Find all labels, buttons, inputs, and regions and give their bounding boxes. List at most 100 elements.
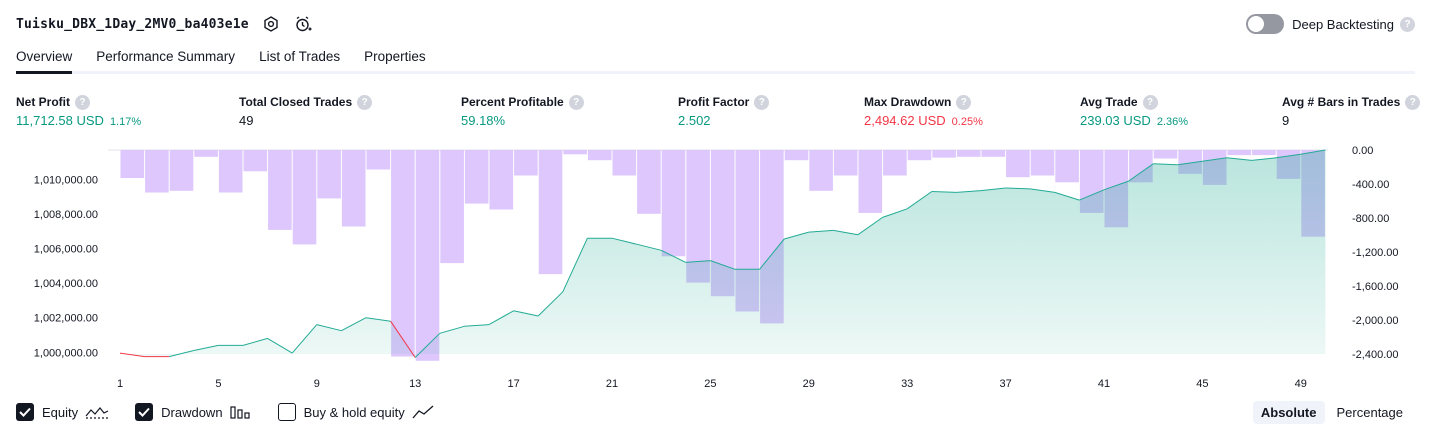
deep-backtesting-label: Deep Backtesting bbox=[1292, 16, 1394, 32]
drawdown-bar bbox=[292, 150, 317, 245]
drawdown-bar bbox=[932, 150, 956, 158]
equity-area bbox=[120, 150, 1326, 358]
equity-line-icon bbox=[85, 405, 109, 419]
drawdown-bar bbox=[243, 150, 268, 172]
tab-performance-summary[interactable]: Performance Summary bbox=[96, 49, 236, 64]
help-icon[interactable]: ? bbox=[754, 94, 770, 110]
drawdown-bar bbox=[440, 150, 464, 264]
equity-segment bbox=[464, 324, 490, 327]
drawdown-bar bbox=[341, 150, 366, 227]
tab-properties[interactable]: Properties bbox=[364, 49, 426, 64]
help-icon[interactable]: ? bbox=[568, 94, 584, 110]
percentage-button[interactable]: Percentage bbox=[1336, 405, 1404, 420]
equity-segment bbox=[1251, 157, 1277, 161]
equity-tick-label: 1,002,000.00 bbox=[34, 313, 98, 325]
help-icon[interactable]: ? bbox=[1400, 16, 1415, 32]
equity-segment bbox=[1079, 189, 1105, 201]
drawdown-tick-label: 0.00 bbox=[1352, 145, 1373, 157]
equity-segment bbox=[562, 237, 588, 293]
equity-segment bbox=[316, 324, 342, 332]
metric-label: Net Profit bbox=[16, 95, 70, 109]
x-tick-label: 5 bbox=[215, 378, 221, 390]
drawdown-bar bbox=[587, 150, 612, 161]
help-icon[interactable]: ? bbox=[1142, 94, 1158, 110]
equity-segment bbox=[513, 310, 539, 317]
absolute-button[interactable]: Absolute bbox=[1252, 401, 1325, 424]
drawdown-bar bbox=[538, 150, 563, 275]
equity-segment bbox=[267, 337, 293, 354]
drawdown-bar bbox=[883, 150, 907, 176]
equity-segment bbox=[1300, 149, 1326, 155]
report-tabs: Overview Performance Summary List of Tra… bbox=[16, 44, 1415, 74]
equity-checkbox[interactable] bbox=[16, 403, 34, 421]
equity-segment bbox=[808, 229, 834, 233]
drawdown-bar bbox=[366, 150, 391, 170]
equity-segment bbox=[1202, 157, 1228, 162]
drawdown-bar bbox=[956, 150, 981, 157]
legend-equity[interactable]: Equity bbox=[16, 403, 109, 421]
help-icon[interactable]: ? bbox=[1405, 94, 1421, 110]
drawdown-tick-label: -400.00 bbox=[1352, 179, 1389, 191]
equity-segment bbox=[882, 208, 908, 218]
buy-hold-checkbox[interactable] bbox=[277, 403, 296, 421]
metric-percent-profitable: Percent Profitable? 59.18% bbox=[461, 94, 584, 128]
equity-segment bbox=[193, 344, 219, 351]
equity-segment bbox=[119, 352, 145, 358]
drawdown-bar bbox=[1055, 150, 1079, 183]
x-tick-label: 33 bbox=[901, 378, 913, 390]
drawdown-bar bbox=[268, 150, 292, 230]
equity-segment bbox=[488, 310, 514, 326]
deep-backtesting-toggle[interactable] bbox=[1246, 14, 1285, 34]
drawdown-checkbox[interactable] bbox=[135, 403, 154, 421]
drawdown-bar bbox=[391, 150, 415, 357]
equity-axis: 1,000,000.00 1,002,000.00 1,004,000.00 1,00… bbox=[34, 174, 98, 359]
chart-legend: Equity Drawdown Buy & hold equity bbox=[16, 403, 460, 421]
drawdown-bar bbox=[612, 150, 637, 176]
view-mode-switch: Absolute Percentage bbox=[1249, 401, 1411, 424]
metric-percent: 2.36% bbox=[1156, 116, 1189, 128]
drawdown-bar bbox=[1227, 150, 1252, 156]
equity-segment bbox=[784, 231, 809, 240]
equity-segment bbox=[537, 291, 564, 317]
legend-drawdown[interactable]: Drawdown bbox=[135, 403, 251, 421]
drawdown-bar bbox=[686, 150, 710, 283]
drawdown-bar bbox=[317, 150, 341, 199]
metric-label: Avg Trade bbox=[1080, 95, 1138, 109]
legend-buy-hold[interactable]: Buy & hold equity bbox=[277, 403, 434, 421]
metric-label: Total Closed Trades bbox=[239, 95, 353, 109]
equity-segment bbox=[1030, 188, 1055, 193]
drawdown-tick-label: -1,200.00 bbox=[1352, 247, 1398, 259]
x-tick-label: 29 bbox=[803, 378, 815, 390]
equity-segment bbox=[1054, 191, 1080, 201]
tab-overview[interactable]: Overview bbox=[16, 44, 73, 74]
alarm-clock-plus-icon[interactable] bbox=[293, 14, 313, 34]
help-icon[interactable]: ? bbox=[956, 94, 972, 110]
drawdown-tick-label: -2,400.00 bbox=[1352, 349, 1398, 361]
equity-segment bbox=[1128, 163, 1154, 182]
metric-label: Percent Profitable bbox=[461, 95, 564, 109]
metric-max-drawdown: Max Drawdown? 2,494.62 USD 0.25% bbox=[864, 94, 983, 128]
x-tick-label: 25 bbox=[704, 378, 716, 390]
drawdown-bar bbox=[489, 150, 514, 210]
drawdown-bar bbox=[784, 150, 809, 161]
equity-segment bbox=[931, 191, 957, 193]
metric-profit-factor: Profit Factor? 2.502 bbox=[678, 94, 770, 128]
x-tick-label: 37 bbox=[999, 378, 1011, 390]
equity-tick-label: 1,010,000.00 bbox=[34, 174, 98, 186]
help-icon[interactable]: ? bbox=[357, 94, 373, 110]
drawdown-bar bbox=[833, 150, 858, 176]
equity-segment bbox=[414, 332, 441, 358]
metric-label: Profit Factor bbox=[678, 95, 750, 109]
equity-drawdown-chart[interactable]: 1,000,000.00 1,002,000.00 1,004,000.00 1,00… bbox=[0, 136, 1431, 396]
metric-value: 59.18% bbox=[461, 113, 506, 128]
equity-segment bbox=[636, 243, 662, 251]
equity-segment bbox=[1177, 160, 1203, 166]
equity-segment bbox=[857, 216, 883, 236]
metric-value: 2,494.62 USD bbox=[864, 113, 946, 128]
help-icon[interactable]: ? bbox=[75, 94, 90, 110]
drawdown-bar bbox=[710, 150, 735, 297]
legend-label: Equity bbox=[42, 404, 79, 420]
equity-segment bbox=[242, 337, 268, 346]
tab-list-of-trades[interactable]: List of Trades bbox=[259, 49, 341, 64]
gear-icon[interactable] bbox=[261, 14, 281, 34]
